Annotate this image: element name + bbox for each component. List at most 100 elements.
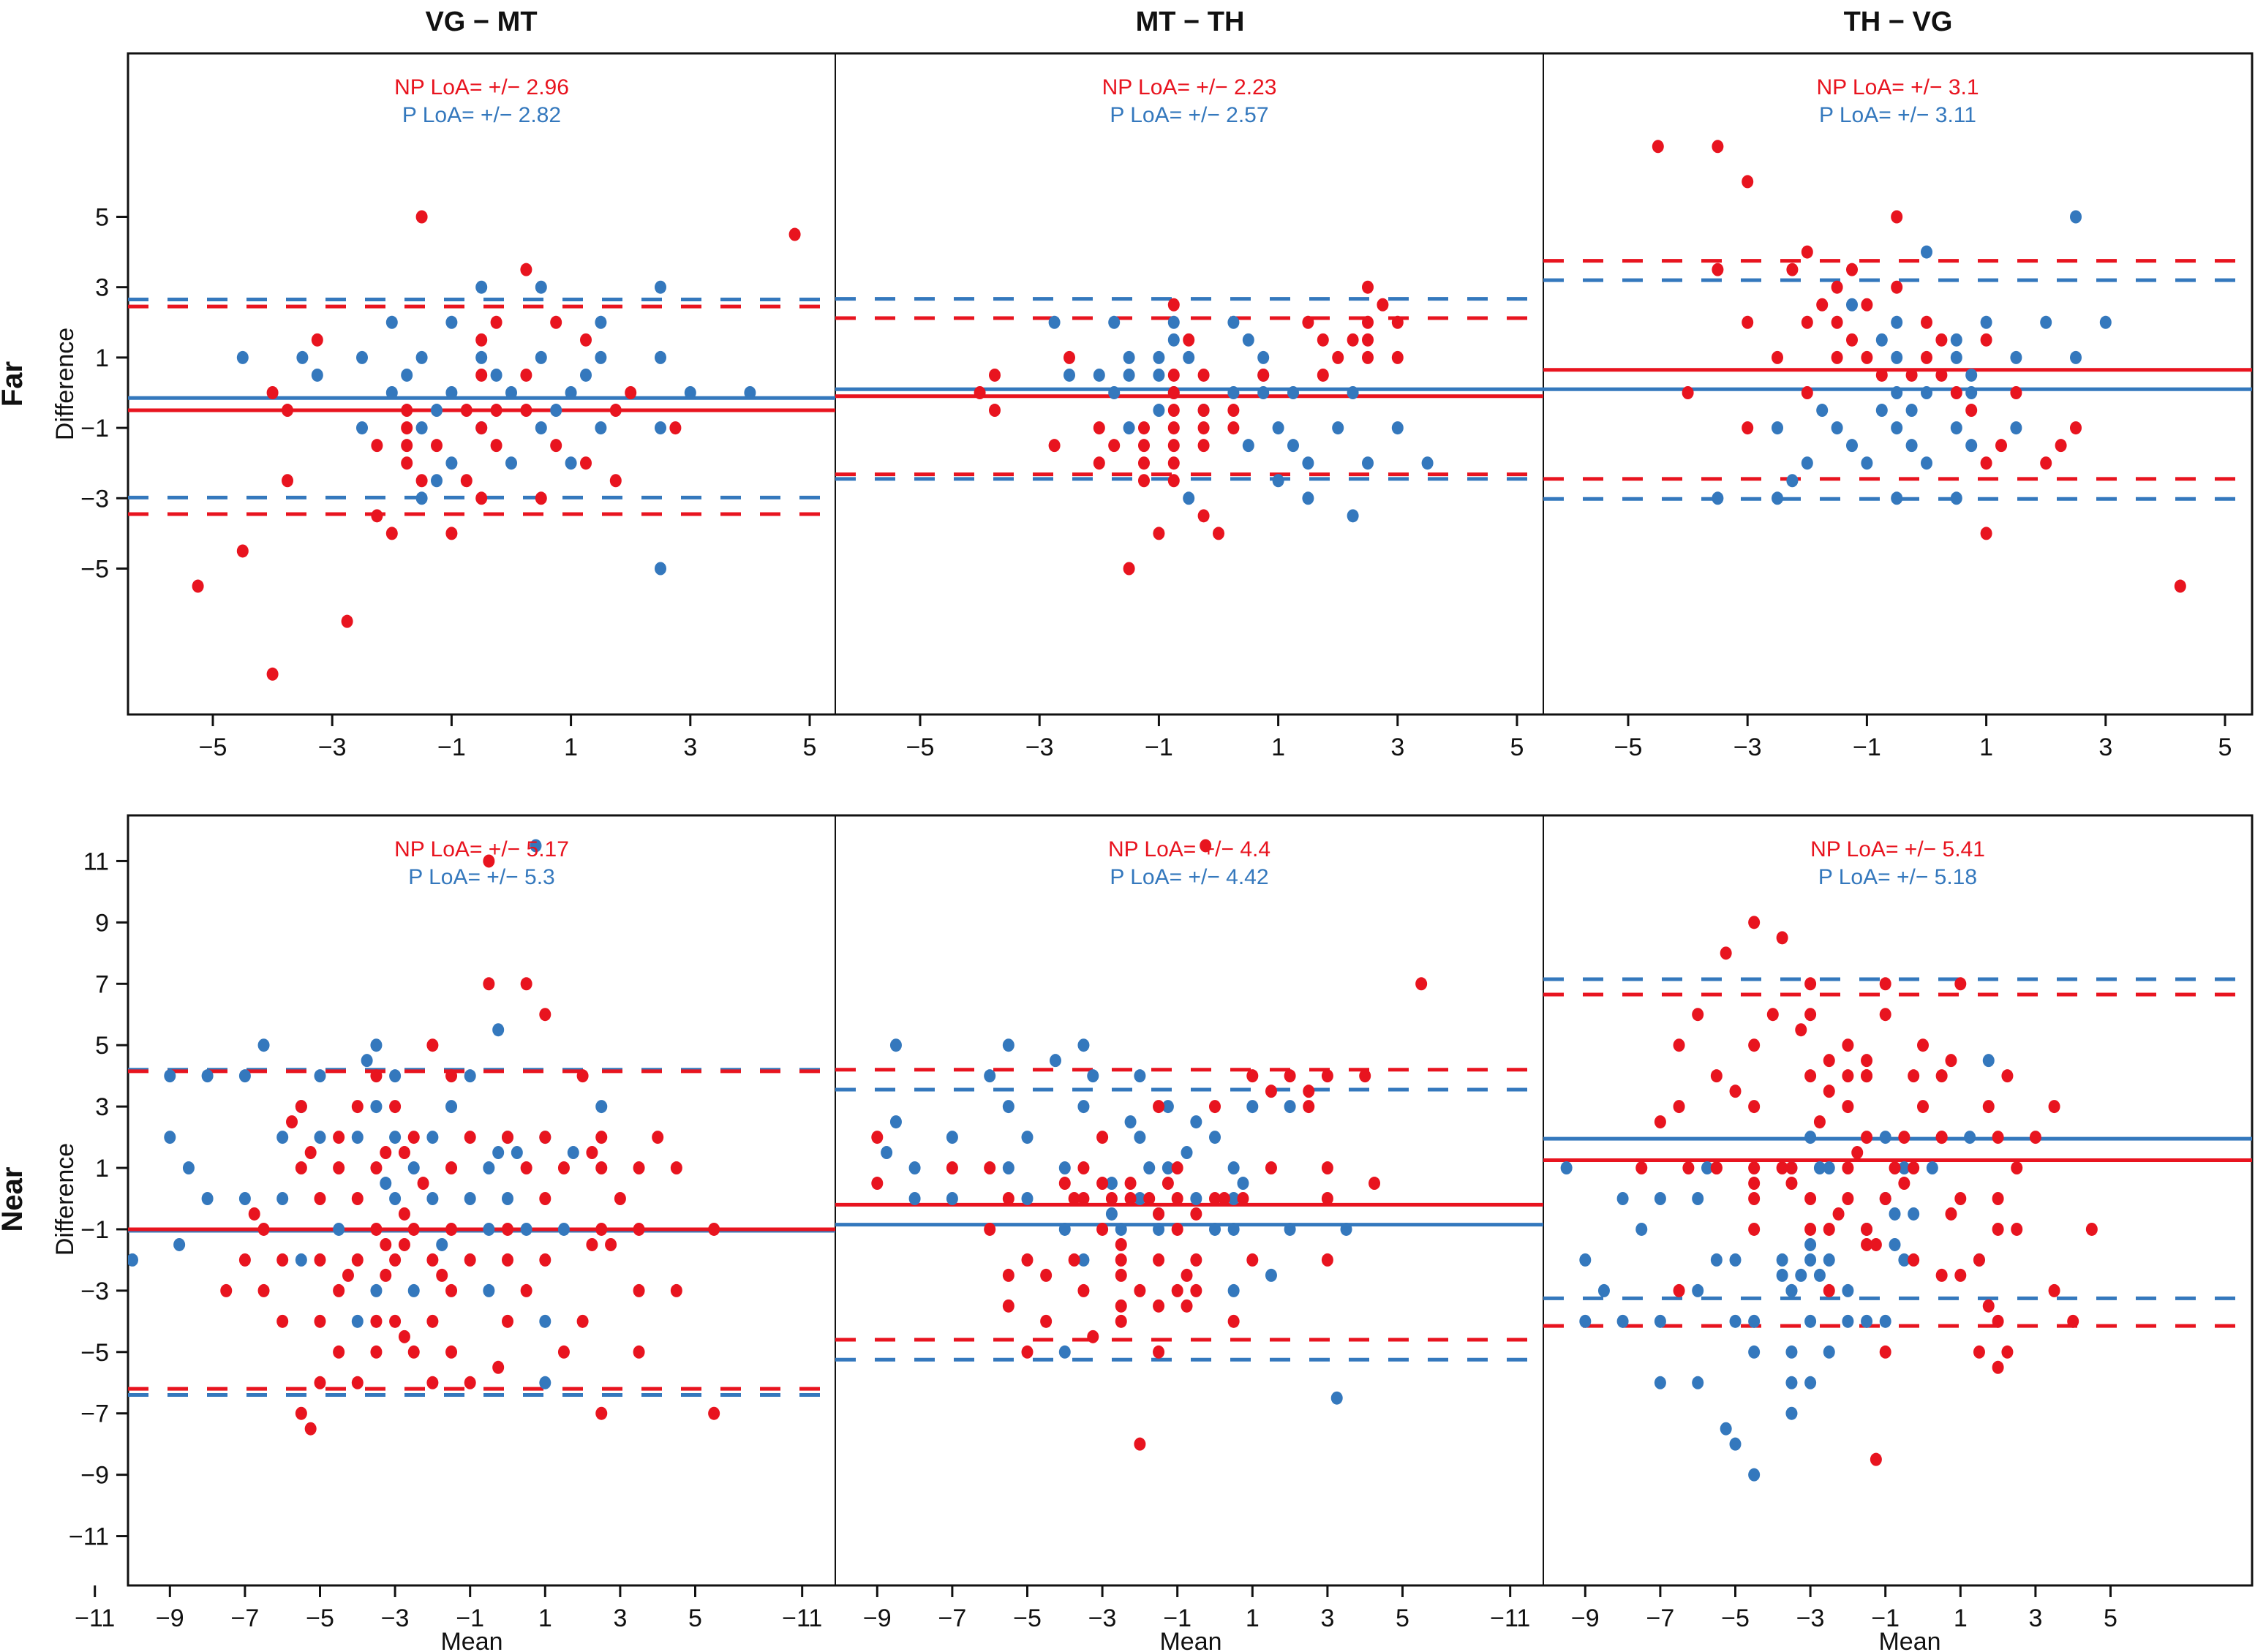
- p-data-point: [173, 1237, 186, 1251]
- np-data-point: [1284, 1069, 1296, 1083]
- p-data-point: [257, 1038, 270, 1052]
- np-data-point: [1093, 421, 1105, 435]
- panel-plot-area: [835, 839, 1543, 1451]
- np-data-point: [1870, 1452, 1882, 1466]
- np-data-point: [1742, 421, 1754, 435]
- np-data-point: [351, 1253, 364, 1267]
- np-data-point: [475, 333, 488, 347]
- p-data-point: [1124, 1115, 1137, 1129]
- panel-far-1: NP LoA= +/− 2.96 P LoA= +/− 2.82 −5 −3 −1 1 3 5…: [80, 75, 835, 761]
- p-data-point: [1804, 1131, 1817, 1144]
- p-data-point: [1579, 1253, 1592, 1267]
- p-data-point: [1965, 439, 1978, 453]
- np-data-point: [1068, 1253, 1080, 1267]
- np-data-point: [1115, 1253, 1127, 1267]
- p-data-point: [1964, 1131, 1976, 1144]
- np-data-point: [1712, 263, 1724, 276]
- x-tick-label: −3: [1088, 1604, 1117, 1632]
- np-data-point: [1209, 1192, 1221, 1205]
- p-data-point: [314, 1069, 326, 1083]
- p-data-point: [1785, 1345, 1798, 1359]
- p-data-point: [1108, 315, 1121, 329]
- np-data-point: [1197, 439, 1210, 453]
- np-data-point: [520, 1161, 532, 1175]
- panel-plot-area: [1543, 916, 2252, 1482]
- p-data-point: [655, 421, 666, 435]
- p-data-point: [385, 315, 398, 329]
- p-data-point: [1891, 386, 1903, 399]
- np-data-point: [1362, 280, 1374, 294]
- np-data-point: [1992, 1314, 2004, 1328]
- p-data-point: [1654, 1376, 1666, 1389]
- y-tick-label: −9: [80, 1462, 109, 1490]
- np-data-point: [539, 1253, 551, 1267]
- np-data-point: [1138, 456, 1150, 470]
- np-data-point: [398, 1329, 410, 1343]
- np-data-point: [633, 1222, 645, 1236]
- x-tick-label: −11: [782, 1604, 822, 1632]
- p-data-point: [1002, 1100, 1014, 1114]
- p-loa-label: P LoA= +/− 5.18: [1818, 865, 1977, 889]
- np-data-point: [502, 1131, 513, 1144]
- np-data-point: [1889, 1161, 1901, 1175]
- p-data-point: [370, 1038, 383, 1052]
- np-data-point: [1748, 1161, 1761, 1175]
- p-data-point: [1891, 350, 1903, 364]
- p-data-point: [684, 386, 696, 399]
- np-data-point: [1654, 1115, 1666, 1129]
- p-data-point: [655, 350, 666, 364]
- np-data-point: [1167, 421, 1180, 435]
- p-loa-label: P LoA= +/− 3.11: [1819, 103, 1976, 127]
- np-data-point: [220, 1283, 233, 1297]
- x-tick-label: 1: [1954, 1604, 1968, 1632]
- x-tick-label: 3: [1390, 733, 1404, 761]
- p-data-point: [530, 839, 542, 853]
- np-data-point: [445, 1283, 458, 1297]
- np-data-point: [460, 474, 473, 488]
- p-data-point: [1616, 1314, 1629, 1328]
- np-data-point: [1823, 1222, 1835, 1236]
- np-data-point: [1842, 1069, 1854, 1083]
- np-data-point: [389, 1314, 402, 1328]
- p-data-point: [1134, 1192, 1146, 1205]
- np-data-point: [1162, 1177, 1174, 1191]
- p-data-point: [2040, 315, 2052, 329]
- np-data-point: [1115, 1314, 1127, 1328]
- np-data-point: [984, 1161, 996, 1175]
- np-data-point: [1167, 368, 1180, 382]
- np-data-point: [1980, 527, 1992, 540]
- p-loa-label: P LoA= +/− 2.82: [402, 103, 561, 127]
- np-data-point: [1317, 333, 1329, 347]
- x-tick-label: −3: [381, 1604, 410, 1632]
- p-data-point: [1302, 456, 1314, 470]
- x-tick-label: 1: [1246, 1604, 1260, 1632]
- np-data-point: [1742, 315, 1754, 329]
- np-data-point: [1171, 1161, 1183, 1175]
- p-data-point: [356, 350, 368, 364]
- x-tick-label: −9: [863, 1604, 892, 1632]
- p-data-point: [580, 368, 592, 382]
- np-data-point: [333, 1283, 345, 1297]
- np-data-point: [1776, 931, 1788, 945]
- p-data-point: [908, 1161, 921, 1175]
- np-data-point: [385, 527, 398, 540]
- np-data-point: [1729, 1085, 1742, 1098]
- np-data-point: [1801, 315, 1813, 329]
- np-data-point: [1861, 1222, 1873, 1236]
- p-data-point: [502, 1192, 513, 1205]
- p-data-point: [483, 1222, 495, 1236]
- p-data-point: [1950, 421, 1962, 435]
- column-title-th-vg: TH − VG: [1844, 7, 1953, 37]
- np-data-point: [1823, 1085, 1835, 1098]
- p-data-point: [1889, 1237, 1901, 1251]
- np-data-point: [266, 667, 279, 681]
- np-data-point: [1842, 1038, 1854, 1052]
- p-data-point: [1153, 1222, 1165, 1236]
- np-data-point: [1197, 368, 1210, 382]
- np-data-point: [595, 1222, 608, 1236]
- p-data-point: [238, 1069, 251, 1083]
- p-data-point: [1823, 1345, 1835, 1359]
- p-data-point: [1181, 1146, 1193, 1160]
- p-data-point: [1242, 439, 1254, 453]
- p-data-point: [1701, 1161, 1714, 1175]
